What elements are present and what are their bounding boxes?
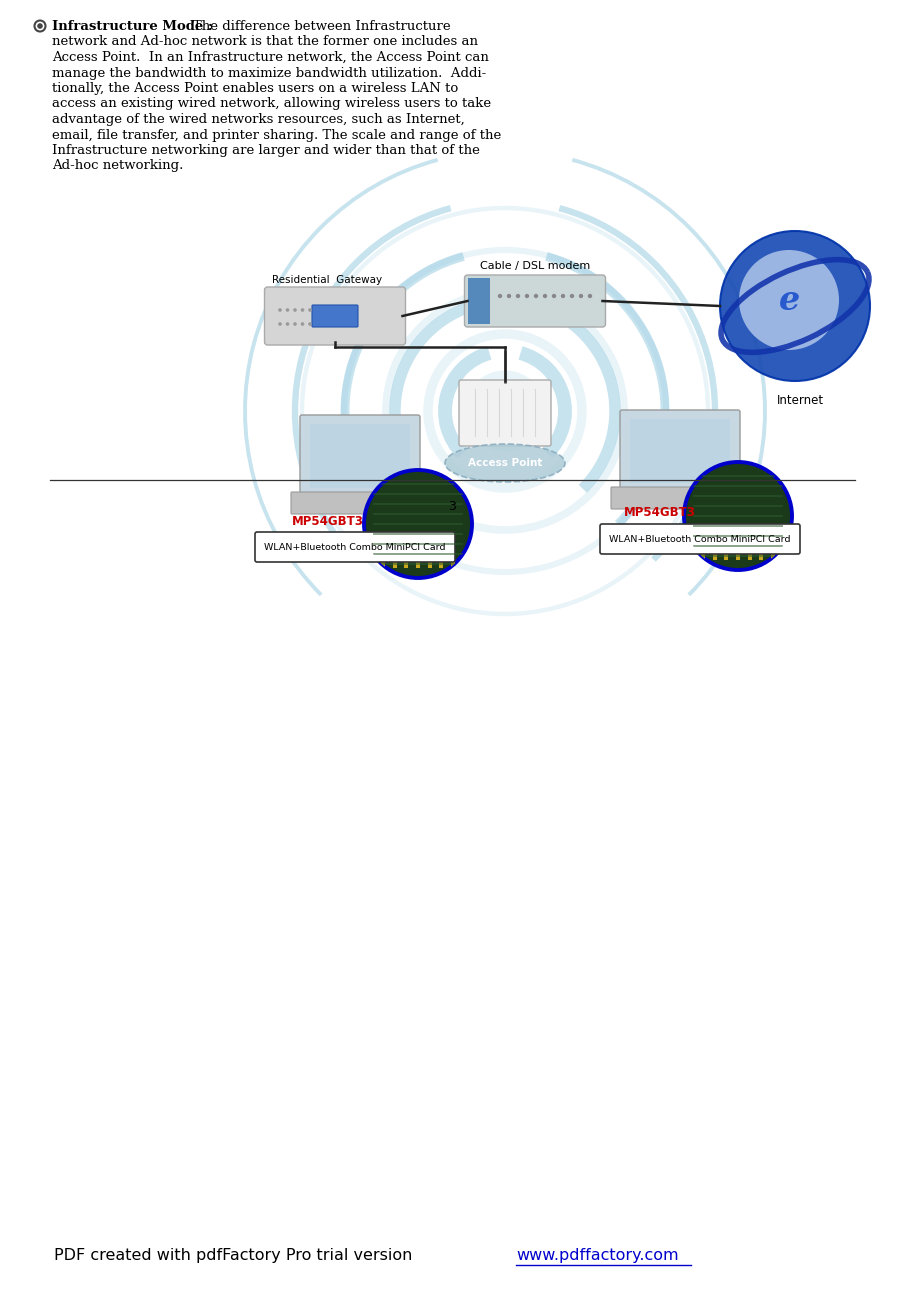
Text: Ad-hoc networking.: Ad-hoc networking.	[52, 159, 184, 172]
Text: Infrastructure Mode :: Infrastructure Mode :	[52, 20, 213, 33]
FancyBboxPatch shape	[712, 550, 717, 561]
FancyBboxPatch shape	[310, 424, 410, 488]
FancyBboxPatch shape	[264, 287, 405, 345]
Circle shape	[300, 322, 304, 326]
FancyBboxPatch shape	[393, 558, 396, 569]
Text: WLAN+Bluetooth Combo MiniPCI Card: WLAN+Bluetooth Combo MiniPCI Card	[264, 542, 446, 551]
Text: Access Point.  In an Infrastructure network, the Access Point can: Access Point. In an Infrastructure netwo…	[52, 51, 489, 64]
Circle shape	[293, 308, 297, 312]
FancyBboxPatch shape	[620, 411, 740, 492]
Circle shape	[278, 308, 281, 312]
Text: manage the bandwidth to maximize bandwidth utilization.  Addi-: manage the bandwidth to maximize bandwid…	[52, 67, 486, 79]
Circle shape	[543, 293, 548, 299]
Text: Access Point: Access Point	[468, 458, 542, 468]
Circle shape	[286, 322, 290, 326]
Text: Cable / DSL modem: Cable / DSL modem	[480, 261, 590, 271]
Text: tionally, the Access Point enables users on a wireless LAN to: tionally, the Access Point enables users…	[52, 82, 458, 95]
FancyBboxPatch shape	[428, 558, 432, 569]
Circle shape	[498, 293, 502, 299]
FancyBboxPatch shape	[600, 524, 800, 554]
Circle shape	[37, 24, 43, 29]
Circle shape	[293, 322, 297, 326]
Circle shape	[286, 308, 290, 312]
Text: e: e	[779, 283, 801, 317]
FancyBboxPatch shape	[701, 550, 705, 561]
FancyBboxPatch shape	[468, 278, 490, 324]
FancyBboxPatch shape	[381, 558, 385, 569]
Circle shape	[300, 308, 304, 312]
Circle shape	[720, 232, 870, 382]
Text: network and Ad-hoc network is that the former one includes an: network and Ad-hoc network is that the f…	[52, 36, 478, 49]
Circle shape	[534, 293, 538, 299]
Circle shape	[552, 293, 557, 299]
FancyBboxPatch shape	[416, 558, 420, 569]
Circle shape	[684, 462, 792, 570]
Text: www.pdffactory.com: www.pdffactory.com	[516, 1249, 679, 1263]
FancyBboxPatch shape	[736, 550, 740, 561]
Circle shape	[364, 470, 472, 578]
FancyBboxPatch shape	[300, 415, 420, 497]
FancyBboxPatch shape	[291, 492, 429, 515]
FancyBboxPatch shape	[724, 550, 729, 561]
FancyBboxPatch shape	[771, 550, 775, 561]
Ellipse shape	[445, 443, 565, 482]
Text: MP54GBT3: MP54GBT3	[292, 515, 364, 528]
Circle shape	[561, 293, 566, 299]
Text: Infrastructure networking are larger and wider than that of the: Infrastructure networking are larger and…	[52, 143, 480, 157]
FancyBboxPatch shape	[451, 558, 455, 569]
FancyBboxPatch shape	[611, 487, 749, 509]
FancyBboxPatch shape	[459, 380, 551, 446]
FancyBboxPatch shape	[312, 305, 358, 326]
Circle shape	[516, 293, 520, 299]
FancyBboxPatch shape	[464, 275, 605, 326]
Text: access an existing wired network, allowing wireless users to take: access an existing wired network, allowi…	[52, 97, 491, 111]
Circle shape	[525, 293, 529, 299]
FancyBboxPatch shape	[405, 558, 408, 569]
Text: 3: 3	[449, 500, 456, 513]
Text: Residential  Gateway: Residential Gateway	[272, 275, 383, 286]
Circle shape	[579, 293, 583, 299]
FancyBboxPatch shape	[255, 532, 455, 562]
Circle shape	[507, 293, 511, 299]
Text: advantage of the wired networks resources, such as Internet,: advantage of the wired networks resource…	[52, 113, 465, 126]
FancyBboxPatch shape	[748, 550, 752, 561]
Circle shape	[739, 250, 839, 350]
Circle shape	[570, 293, 574, 299]
Text: Internet: Internet	[776, 393, 824, 407]
Circle shape	[588, 293, 592, 299]
Text: email, file transfer, and printer sharing. The scale and range of the: email, file transfer, and printer sharin…	[52, 129, 501, 142]
Circle shape	[278, 322, 281, 326]
Circle shape	[309, 308, 312, 312]
Circle shape	[309, 322, 312, 326]
FancyBboxPatch shape	[630, 418, 730, 483]
Text: WLAN+Bluetooth Combo MiniPCI Card: WLAN+Bluetooth Combo MiniPCI Card	[609, 534, 791, 544]
Text: MP54GBT3: MP54GBT3	[624, 505, 696, 519]
FancyBboxPatch shape	[759, 550, 763, 561]
Text: PDF created with pdfFactory Pro trial version: PDF created with pdfFactory Pro trial ve…	[54, 1249, 418, 1263]
FancyBboxPatch shape	[439, 558, 443, 569]
Text: The difference between Infrastructure: The difference between Infrastructure	[193, 20, 451, 33]
